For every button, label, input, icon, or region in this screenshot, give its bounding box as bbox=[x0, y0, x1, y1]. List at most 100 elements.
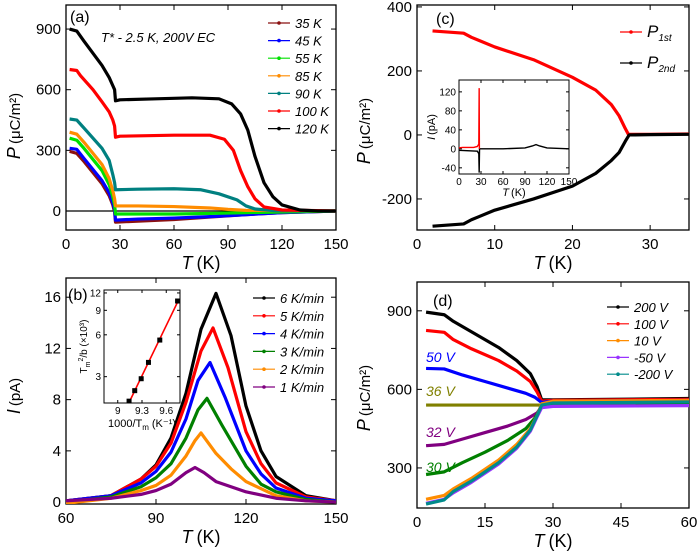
x-axis-label: T (K) bbox=[534, 531, 573, 551]
x-tick-label: 120 bbox=[269, 236, 294, 253]
panel-d: 0 15 30 45 60 300 600 900 200 V 100 V 50 V 36 V 32 V… bbox=[354, 281, 698, 551]
x-tick-label: 0 bbox=[62, 236, 70, 253]
y-axis-label: P (μC/m²) bbox=[354, 365, 374, 431]
x-tick-label: 30 bbox=[545, 514, 562, 531]
x-tick-label: 45 bbox=[613, 514, 630, 531]
legend-marker bbox=[277, 74, 281, 78]
x-axis-symbol: T bbox=[182, 527, 195, 547]
plot-frame bbox=[103, 289, 181, 404]
inset-y-label-rest: /b (×10³) bbox=[79, 320, 90, 358]
x-axis-label: T (K) bbox=[534, 253, 573, 273]
y-tick-label: 200 bbox=[387, 63, 412, 80]
legend-marker bbox=[277, 38, 281, 43]
series-line-P bbox=[432, 29, 689, 136]
x-tick-label: 150 bbox=[323, 236, 348, 253]
series-line-100K bbox=[69, 67, 336, 213]
x-axis-symbol: T bbox=[182, 253, 195, 273]
legend-marker bbox=[616, 338, 620, 343]
legend-label: 4 K/min bbox=[280, 327, 324, 342]
y-tick-label: 400 bbox=[387, 0, 412, 16]
x-tick-label: 90 bbox=[148, 510, 165, 527]
legend-marker bbox=[262, 331, 266, 336]
inset-y-unit: (pA) bbox=[426, 114, 438, 135]
x-tick-label: 90 bbox=[220, 236, 237, 253]
panel-label: (d) bbox=[433, 293, 453, 310]
legend-text: -200 V bbox=[634, 367, 674, 382]
inset: 0 30 60 90 120 150 -40 0 40 80 120 T (K) I (pA) bbox=[426, 79, 578, 199]
legend-label: 2 K/min bbox=[279, 362, 324, 377]
y-tick-label: 600 bbox=[387, 381, 412, 398]
inset-y-symbol: I bbox=[426, 137, 438, 140]
x-tick-label: 150 bbox=[561, 177, 578, 188]
x-tick-label: 120 bbox=[539, 177, 556, 188]
legend-marker bbox=[616, 355, 620, 360]
legend-marker bbox=[262, 314, 266, 318]
inset-y-label: I (pA) bbox=[426, 114, 438, 140]
legend-text: 3 K/min bbox=[280, 344, 324, 359]
data-point bbox=[132, 388, 138, 394]
x-tick-label: 0 bbox=[413, 514, 421, 531]
series-group bbox=[66, 291, 336, 504]
legend-label: -50 V bbox=[634, 350, 666, 365]
legend-text: 10 V bbox=[634, 334, 662, 349]
legend-marker bbox=[616, 372, 620, 377]
legend-text: -50 V bbox=[634, 350, 666, 365]
legend-label: 100 K bbox=[295, 104, 330, 119]
legend-subscript: 1st bbox=[658, 33, 673, 44]
y-axis-symbol: P bbox=[4, 147, 24, 159]
legend-marker bbox=[277, 126, 281, 131]
legend-text: P bbox=[647, 53, 659, 72]
inset-x-label-text: 1000/T bbox=[108, 418, 143, 430]
y-tick-label: 900 bbox=[36, 21, 61, 38]
data-point bbox=[145, 359, 151, 365]
y-tick-label: 8 bbox=[53, 392, 61, 409]
y-axis-unit: (pA) bbox=[7, 378, 24, 406]
legend-text: P bbox=[647, 22, 659, 41]
inset-x-label: 1000/Tm (K⁻¹) bbox=[108, 418, 176, 432]
legend-marker bbox=[629, 61, 633, 65]
panel-b: 60 90 120 150 0 4 8 12 16 6 K/min 5 K/min 4 K/min 3 … bbox=[4, 277, 349, 547]
legend-label: 100 V bbox=[634, 317, 669, 332]
y-tick-label: 0 bbox=[450, 144, 456, 155]
x-tick-label: 30 bbox=[642, 236, 659, 253]
y-tick-label: 4 bbox=[53, 443, 61, 460]
x-tick-label: 15 bbox=[477, 514, 494, 531]
y-tick-label: 300 bbox=[387, 460, 412, 477]
x-tick-label: 30 bbox=[112, 236, 129, 253]
series-line-90K bbox=[69, 117, 336, 213]
x-axis-label: T (K) bbox=[182, 527, 221, 547]
series-line--200V bbox=[425, 400, 689, 506]
plot-frame bbox=[458, 79, 570, 175]
x-tick-label: 0 bbox=[413, 236, 421, 253]
x-tick-label: 10 bbox=[486, 236, 503, 253]
legend-text: 1 K/min bbox=[280, 380, 324, 395]
series-group bbox=[66, 27, 336, 224]
y-tick-label: 12 bbox=[44, 340, 61, 357]
fit-line bbox=[127, 300, 180, 403]
legend-text: 2 K/min bbox=[279, 362, 324, 377]
legend-marker bbox=[262, 367, 266, 372]
legend-label: P1st bbox=[647, 22, 673, 44]
y-axis-symbol: P bbox=[354, 152, 374, 164]
legend-label: 55 K bbox=[295, 51, 323, 66]
legend-text: 45 K bbox=[295, 34, 323, 49]
x-tick-label: 60 bbox=[497, 177, 509, 188]
legend-label: 45 K bbox=[295, 34, 323, 49]
legend-label: 90 K bbox=[295, 86, 323, 101]
y-axis-unit: (μC/m²) bbox=[357, 365, 374, 416]
y-axis-symbol: P bbox=[354, 419, 374, 431]
y-axis-unit: (μC/m²) bbox=[7, 93, 24, 144]
series-line-3K/min bbox=[66, 396, 336, 504]
legend-marker bbox=[277, 109, 281, 113]
y-tick-label: 600 bbox=[36, 82, 61, 99]
y-tick-label: 6 bbox=[95, 330, 101, 341]
x-tick-label: 120 bbox=[233, 510, 258, 527]
x-tick-label: 60 bbox=[681, 514, 698, 531]
y-axis-symbol: I bbox=[4, 409, 24, 414]
legend-label: -200 V bbox=[634, 367, 674, 382]
legend-label: 85 K bbox=[295, 69, 323, 84]
series-line-P bbox=[432, 132, 689, 228]
inset-y-label-sub: m bbox=[85, 361, 92, 367]
